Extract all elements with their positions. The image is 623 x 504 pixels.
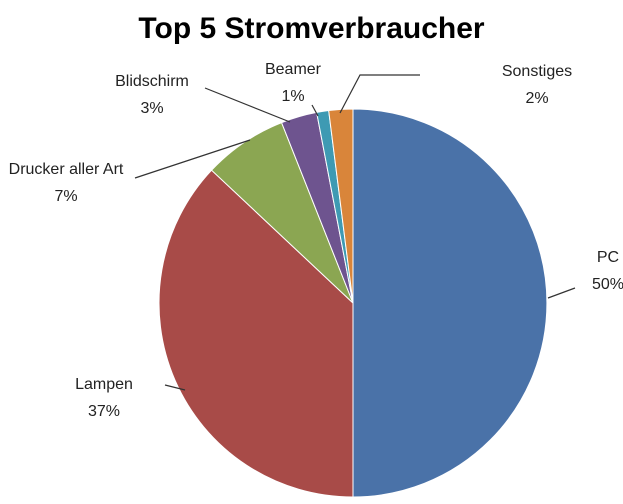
slices (158, 108, 548, 498)
leader-lines (134, 74, 576, 391)
pie-slice (328, 108, 354, 304)
pie-slice (352, 108, 548, 498)
slice-label: Blidschirm (115, 73, 189, 90)
slice-label: Beamer (264, 61, 322, 78)
chart-title: Top 5 Stromverbraucher (138, 12, 485, 45)
leader-line (164, 384, 186, 391)
slice-value-label: 3% (140, 100, 164, 117)
slice-value-label: 37% (87, 403, 121, 420)
leader-line (339, 74, 420, 114)
slice-value-label: 2% (525, 90, 549, 107)
slice-label: Sonstiges (501, 63, 573, 80)
leader-line (204, 87, 291, 123)
slice-label: Drucker aller Art (8, 161, 124, 178)
leader-line (547, 287, 576, 299)
pie-slice (158, 169, 354, 498)
leader-line (134, 139, 251, 179)
slice-value-label: 50% (591, 276, 623, 293)
leader-line (311, 104, 319, 117)
slice-value-label: 7% (54, 188, 78, 205)
slice-value-label: 1% (281, 88, 305, 105)
slice-label: Lampen (75, 376, 133, 393)
slice-label: PC (596, 249, 620, 266)
